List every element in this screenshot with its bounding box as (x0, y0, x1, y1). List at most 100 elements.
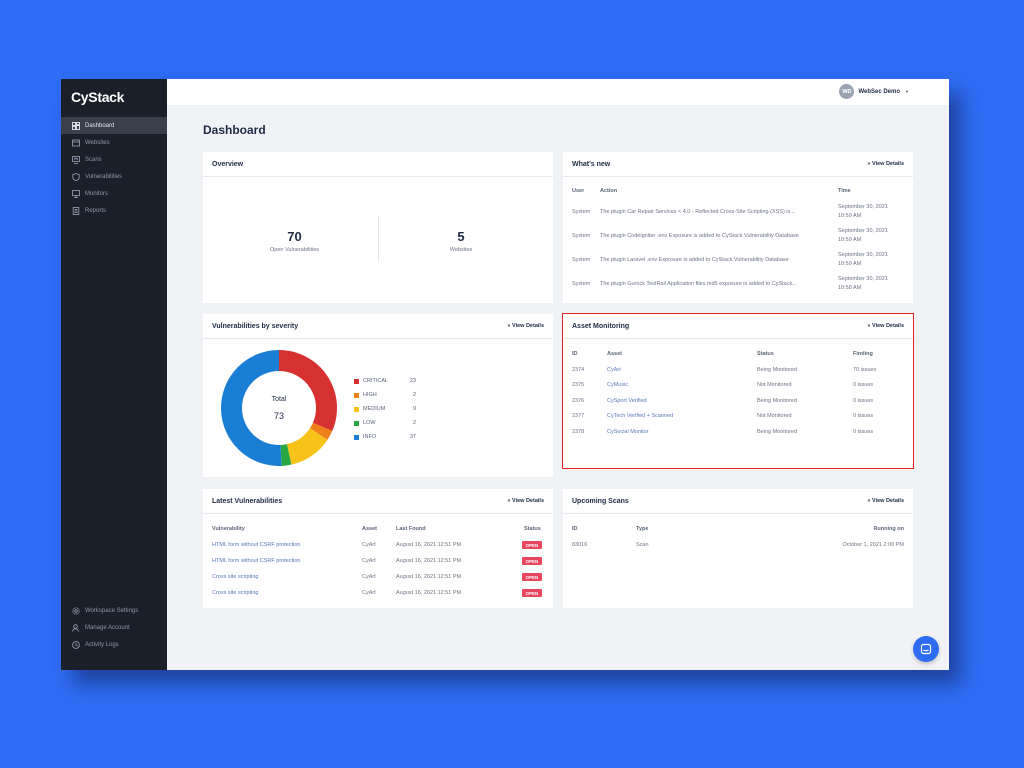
vulnerability-last-found: August 16, 2021 12:51 PM (396, 574, 462, 580)
column-header-asset: Asset (362, 526, 377, 532)
column-header-time: Time (838, 188, 851, 194)
upcoming-scans-header: Upcoming Scans » View Details (563, 489, 913, 514)
activity-user: System (572, 257, 591, 263)
column-header-id: ID (572, 526, 578, 532)
asset-status: Not Monitored (757, 413, 792, 419)
donut-total-value: 73 (273, 411, 284, 421)
activity-user: System (572, 281, 591, 287)
legend-count: 37 (409, 434, 416, 440)
overview-header: Overview (203, 152, 553, 177)
severity-view-details-link[interactable]: » View Details (507, 323, 544, 329)
sidebar-item-scans[interactable]: Scans (61, 151, 167, 168)
view-details-label: View Details (512, 323, 544, 329)
donut-slice-high (309, 422, 333, 440)
severity-donut-chart (221, 350, 337, 466)
scan-type: Scan (636, 542, 649, 548)
asset-finding: 0 issues (853, 382, 874, 388)
sidebar-item-workspace-settings[interactable]: Workspace Settings (61, 602, 167, 619)
dashboard-icon (72, 121, 80, 130)
sidebar-item-label: Websites (85, 139, 110, 146)
whats-new-title: What's new (572, 160, 611, 168)
column-header-type: Type (636, 526, 649, 532)
sidebar-item-manage-account[interactable]: Manage Account (61, 619, 167, 636)
column-header-status: Status (757, 351, 774, 357)
overview-title: Overview (212, 160, 244, 168)
user-menu[interactable]: WD WebSec Demo ▼ (839, 84, 909, 99)
sidebar-item-label: Reports (85, 207, 107, 214)
sidebar-item-activity-logs[interactable]: Activity Logs (61, 636, 167, 653)
activity-date: September 30, 2021 (838, 228, 888, 234)
legend-item-info: INFO 37 (354, 434, 416, 440)
sidebar-item-label: Activity Logs (85, 641, 119, 648)
vulnerability-name-link[interactable]: HTML form without CSRF protection (212, 558, 301, 564)
app-window: CyStack Dashboard Websites Scans Vulnera… (61, 79, 949, 670)
status-badge: OPEN (522, 573, 542, 581)
column-header-finding: Finding (853, 351, 873, 357)
asset-id: 2375 (572, 382, 585, 388)
scan-running-on: October 1, 2021 2:00 PM (842, 542, 904, 548)
activity-action: The plugin Gurock TestRail Application f… (600, 281, 797, 287)
severity-card: Vulnerabilities by severity » View Detai… (203, 314, 553, 477)
legend-count: 23 (409, 378, 416, 384)
activity-time: 10:58 AM (838, 285, 862, 291)
avatar: WD (839, 84, 855, 99)
brand-logo: CyStack (71, 89, 125, 105)
overview-card: Overview 70 Open Vulnerabilities 5 Websi… (203, 152, 553, 303)
topbar: WD WebSec Demo ▼ (167, 79, 949, 105)
sidebar-item-websites[interactable]: Websites (61, 134, 167, 151)
asset-name-link[interactable]: CyTech Verified + Scanned (607, 413, 674, 419)
vulnerability-name-link[interactable]: Cross site scripting (212, 590, 259, 596)
sidebar-nav: Dashboard Websites Scans Vulnerabilities… (61, 117, 167, 219)
vulnerability-name-link[interactable]: Cross site scripting (212, 574, 259, 580)
sidebar-item-vulnerabilities[interactable]: Vulnerabilities (61, 168, 167, 185)
asset-status: Being Monitored (757, 367, 798, 373)
activity-user: System (572, 209, 591, 215)
latest-vulnerabilities-view-details-link[interactable]: » View Details (507, 498, 544, 504)
open-vulnerabilities-label: Open Vulnerabilities (269, 247, 320, 253)
asset-monitoring-view-details-link[interactable]: » View Details (867, 323, 904, 329)
asset-monitoring-header: Asset Monitoring » View Details (563, 314, 913, 339)
asset-monitoring-card: Asset Monitoring » View Details ID Asset… (562, 313, 914, 469)
asset-id: 2378 (572, 429, 585, 435)
sidebar-bottom-nav: Workspace Settings Manage Account Activi… (61, 602, 167, 653)
asset-name-link[interactable]: CyMusic (607, 382, 629, 388)
vulnerability-name-link[interactable]: HTML form without CSRF protection (212, 542, 301, 548)
sidebar: CyStack Dashboard Websites Scans Vulnera… (61, 79, 167, 670)
legend-count: 2 (412, 392, 416, 398)
donut-slice-critical (279, 350, 337, 432)
status-badge: OPEN (522, 589, 542, 597)
view-details-label: View Details (512, 498, 544, 504)
scan-id: 83016 (572, 542, 588, 548)
column-header-status: Status (524, 526, 541, 532)
donut-slice-medium (286, 428, 328, 465)
asset-name-link[interactable]: CyArt (607, 367, 621, 373)
column-header-id: ID (572, 351, 578, 357)
chat-icon (920, 643, 932, 655)
status-badge: OPEN (522, 557, 542, 565)
status-badge: OPEN (522, 541, 542, 549)
severity-title: Vulnerabilities by severity (212, 322, 299, 330)
sidebar-item-reports[interactable]: Reports (61, 202, 167, 219)
activity-action: The plugin Laravel .env Exposure is adde… (600, 257, 789, 263)
legend-item-medium: MEDIUM 9 (354, 406, 416, 412)
asset-name-link[interactable]: CySocial Monitor (607, 429, 649, 435)
monitor-icon (72, 155, 80, 164)
column-header-last-found: Last Found (396, 526, 426, 532)
sidebar-item-label: Monitors (85, 190, 109, 197)
whats-new-view-details-link[interactable]: » View Details (867, 161, 904, 167)
sidebar-item-monitors[interactable]: Monitors (61, 185, 167, 202)
asset-finding: 70 issues (853, 367, 877, 373)
websites-label: Websites (449, 247, 473, 253)
asset-name-link[interactable]: CySport Verified (607, 398, 647, 404)
latest-vulnerabilities-card: Latest Vulnerabilities » View Details Vu… (203, 489, 553, 608)
browser-icon (72, 139, 80, 146)
sidebar-item-label: Manage Account (85, 624, 130, 631)
asset-id: 2374 (572, 367, 585, 373)
sidebar-item-dashboard[interactable]: Dashboard (61, 117, 167, 134)
whats-new-header: What's new » View Details (563, 152, 913, 177)
upcoming-scans-view-details-link[interactable]: » View Details (867, 498, 904, 504)
upcoming-scans-title: Upcoming Scans (572, 497, 629, 505)
column-header-user: User (572, 188, 585, 194)
chat-support-button[interactable] (913, 636, 939, 662)
vulnerability-asset: CyArt (362, 590, 376, 596)
